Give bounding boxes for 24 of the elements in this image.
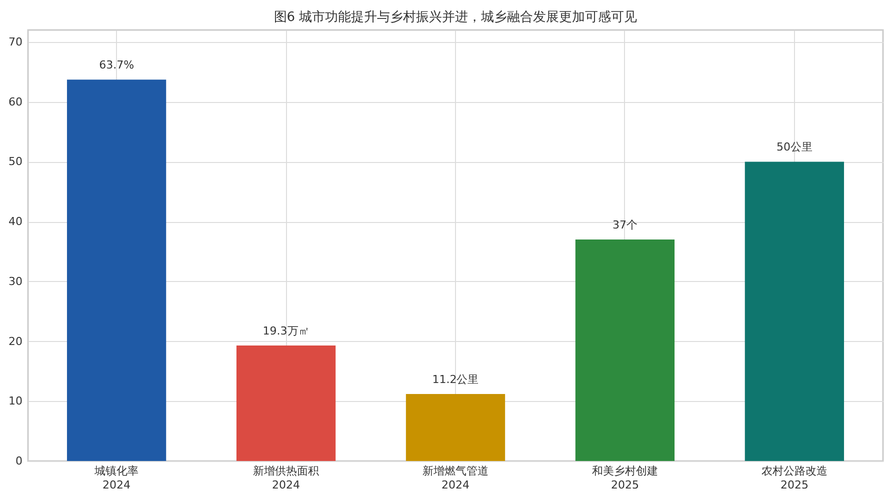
y-tick-label: 50 [8, 155, 22, 168]
data-label: 37个 [612, 218, 638, 232]
y-tick-label: 20 [8, 334, 22, 348]
data-label: 63.7% [99, 58, 134, 72]
y-tick-label: 10 [8, 394, 22, 408]
data-label: 19.3万㎡ [262, 324, 310, 338]
y-tick-label: 70 [8, 35, 22, 48]
data-label: 11.2公里 [432, 372, 479, 386]
bar [236, 345, 336, 461]
y-tick-label: 30 [8, 274, 22, 288]
x-tick-label: 城镇化率 2024 [94, 464, 139, 492]
bar [66, 80, 166, 461]
x-tick-label: 和美乡村创建 2025 [592, 464, 658, 492]
x-tick-label: 新增供热面积 2024 [253, 464, 320, 492]
y-tick-label: 40 [8, 215, 22, 228]
bar [406, 394, 506, 461]
y-tick-label: 0 [16, 454, 22, 468]
bar [744, 162, 844, 461]
chart-title: 图6 城市功能提升与乡村振兴并进，城乡融合发展更加可感可见 [274, 10, 638, 25]
y-tick-label: 60 [8, 95, 22, 108]
x-tick-label: 新增燃气管道 2024 [422, 464, 488, 492]
bar [575, 240, 675, 461]
data-label: 50公里 [776, 140, 812, 154]
x-tick-label: 农村公路改造 2025 [761, 464, 828, 492]
